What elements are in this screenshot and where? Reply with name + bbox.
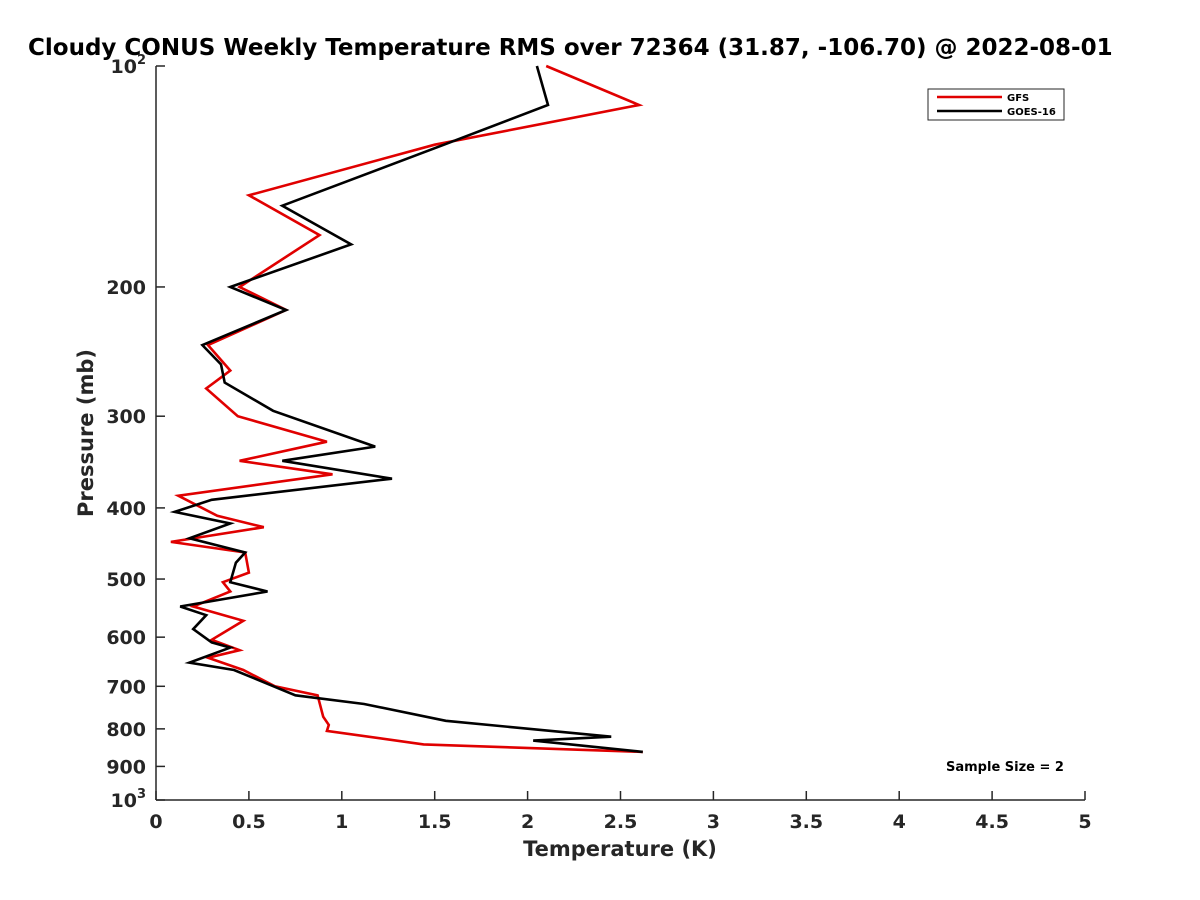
- x-tick-label: 3.5: [789, 811, 823, 833]
- y-tick-label-base: 10: [111, 56, 137, 78]
- x-tick-label: 1.5: [418, 811, 452, 833]
- y-tick-label: 103: [111, 787, 147, 812]
- y-tick-label: 600: [106, 627, 146, 649]
- y-tick-label-base: 10: [111, 790, 137, 812]
- legend: GFS GOES-16: [927, 88, 1065, 121]
- legend-box: [927, 88, 1065, 121]
- x-tick-label: 3: [707, 811, 720, 833]
- x-tick-label: 2.5: [604, 811, 638, 833]
- y-tick-label: 700: [106, 676, 146, 698]
- y-tick-label: 300: [106, 406, 146, 428]
- series-lines: [169, 64, 644, 754]
- x-tick-label: 1: [335, 811, 348, 833]
- legend-label-goes16: GOES-16: [1007, 107, 1056, 118]
- y-tick-label-exponent: 2: [137, 53, 146, 68]
- y-tick-label: 800: [106, 719, 146, 741]
- x-tick-label: 2: [521, 811, 534, 833]
- y-tick-label-exponent: 3: [137, 787, 146, 802]
- plot-area: 0 0.5 1 1.5 2 2.5 3 3.5 4 4.5 5 102200300400500600…: [106, 53, 1091, 833]
- legend-label-gfs: GFS: [1007, 93, 1029, 104]
- y-tick-label: 400: [106, 498, 146, 520]
- sample-size-annotation: Sample Size = 2: [946, 760, 1064, 775]
- chart-title: Cloudy CONUS Weekly Temperature RMS over…: [28, 35, 1113, 61]
- x-tick-label: 5: [1078, 811, 1091, 833]
- x-axis-label: Temperature (K): [523, 837, 717, 861]
- x-tick-label: 4: [893, 811, 906, 833]
- y-tick-label: 200: [106, 277, 146, 299]
- x-axis-ticks: 0 0.5 1 1.5 2 2.5 3 3.5 4 4.5 5: [149, 791, 1092, 833]
- series-line-goes16: [169, 65, 643, 754]
- x-tick-label: 0.5: [232, 811, 266, 833]
- x-tick-label: 0: [149, 811, 162, 833]
- y-tick-label: 500: [106, 569, 146, 591]
- x-tick-label: 4.5: [975, 811, 1009, 833]
- y-tick-label: 900: [106, 756, 146, 778]
- y-tick-label: 102: [111, 53, 147, 78]
- y-axis-label: Pressure (mb): [74, 349, 98, 517]
